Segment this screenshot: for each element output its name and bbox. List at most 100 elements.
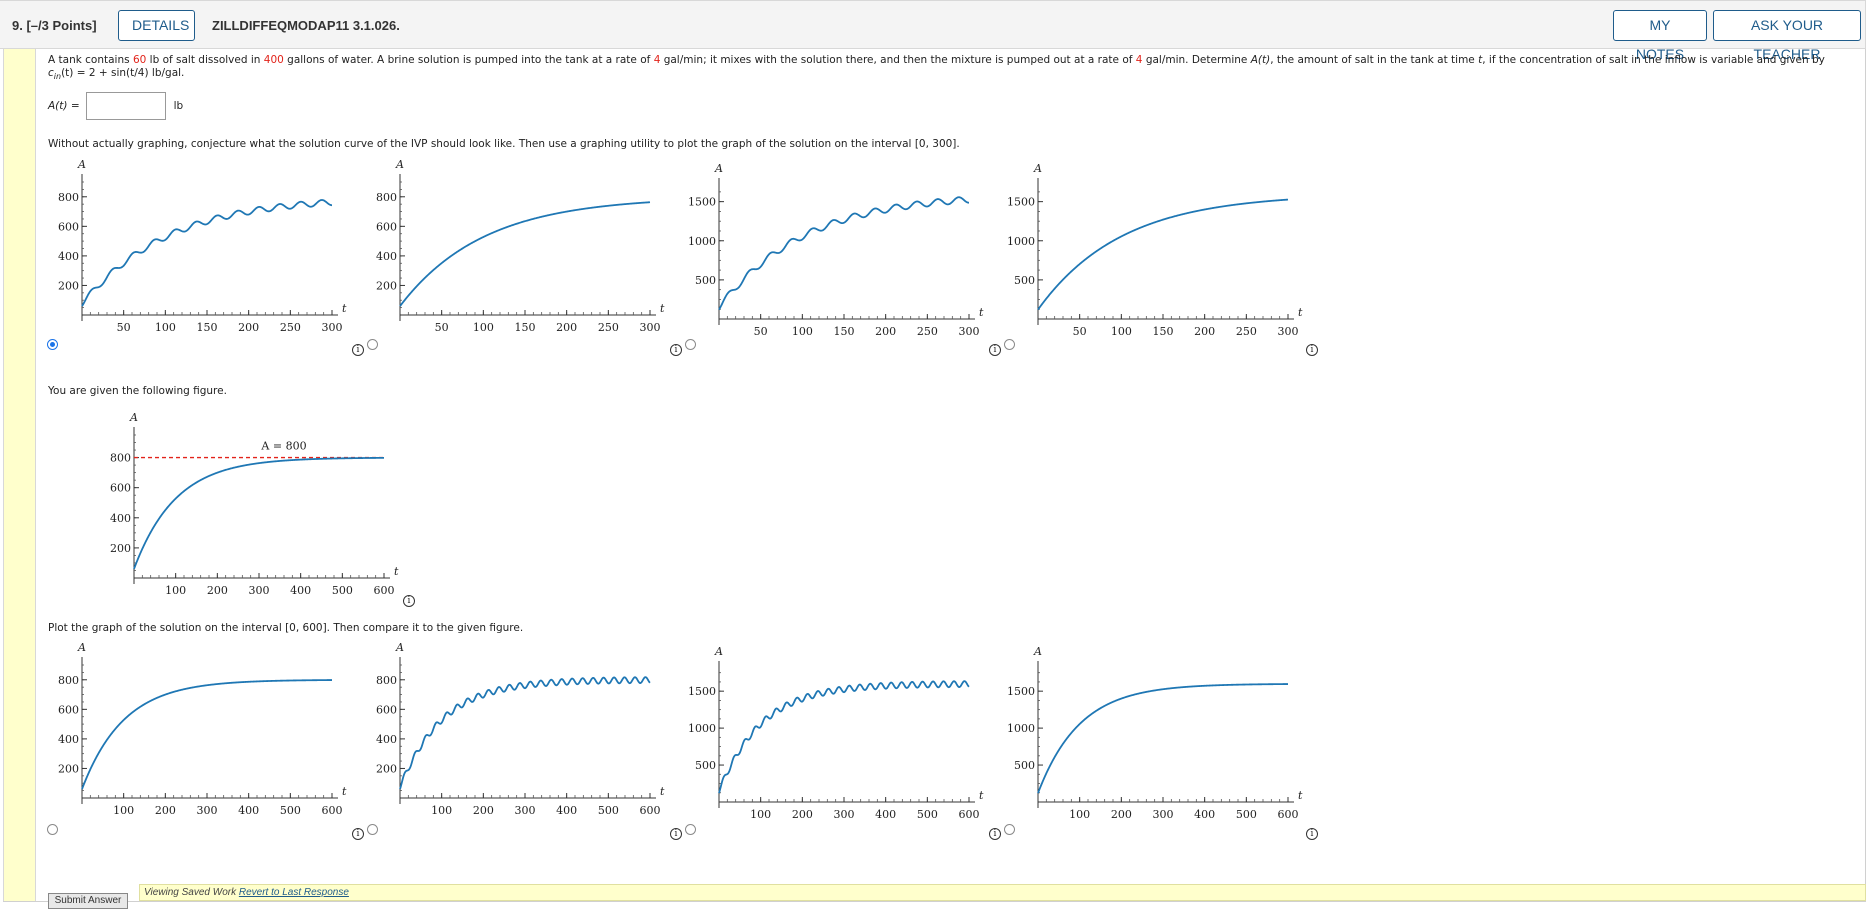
svg-text:A: A — [714, 647, 723, 658]
radio-option-2b[interactable] — [367, 824, 378, 835]
svg-text:500: 500 — [695, 759, 716, 772]
svg-text:250: 250 — [917, 325, 938, 338]
svg-text:400: 400 — [376, 733, 397, 746]
svg-text:200: 200 — [473, 804, 494, 817]
answer-unit: lb — [173, 100, 184, 112]
svg-text:800: 800 — [376, 191, 397, 204]
radio-option-2a[interactable] — [47, 824, 58, 835]
info-icon[interactable]: i — [1306, 344, 1318, 356]
details-button[interactable]: DETAILS — [118, 10, 195, 41]
svg-text:A: A — [77, 160, 86, 171]
function-symbol: A(t) — [1250, 54, 1271, 66]
answer-input[interactable] — [85, 92, 166, 120]
svg-text:300: 300 — [197, 804, 218, 817]
info-icon[interactable]: i — [989, 344, 1001, 356]
plot-svg: 50 100 150 200 250 300 200 400 600 800 At — [58, 158, 347, 334]
concentration-symbol: c — [48, 67, 54, 79]
svg-text:500: 500 — [1014, 759, 1035, 772]
svg-text:400: 400 — [1194, 808, 1215, 821]
svg-text:1000: 1000 — [688, 235, 716, 248]
svg-text:t: t — [1298, 789, 1303, 802]
answer-row: A(t) = lb — [48, 92, 183, 120]
svg-text:300: 300 — [1278, 325, 1299, 338]
radio-option-1b[interactable] — [367, 339, 378, 350]
svg-text:400: 400 — [110, 512, 131, 525]
svg-text:1000: 1000 — [688, 722, 716, 735]
time-variable: t — [1478, 54, 1483, 66]
svg-text:200: 200 — [110, 542, 131, 555]
radio-option-2c[interactable] — [685, 824, 696, 835]
svg-text:300: 300 — [959, 325, 980, 338]
svg-text:250: 250 — [1236, 325, 1257, 338]
svg-text:150: 150 — [515, 321, 536, 334]
radio-option-1d[interactable] — [1004, 339, 1015, 350]
svg-text:800: 800 — [376, 674, 397, 687]
svg-text:200: 200 — [376, 279, 397, 292]
svg-text:50: 50 — [754, 325, 768, 338]
info-icon[interactable]: i — [989, 828, 1001, 840]
svg-text:150: 150 — [197, 321, 218, 334]
svg-text:300: 300 — [834, 808, 855, 821]
svg-text:500: 500 — [917, 808, 938, 821]
svg-text:200: 200 — [875, 325, 896, 338]
svg-text:A: A — [714, 164, 723, 175]
radio-option-2d[interactable] — [1004, 824, 1015, 835]
section3-prompt: Plot the graph of the solution on the in… — [48, 622, 524, 634]
svg-text:t: t — [394, 565, 399, 578]
svg-text:200: 200 — [58, 279, 79, 292]
svg-text:500: 500 — [280, 804, 301, 817]
svg-text:500: 500 — [1236, 808, 1257, 821]
submit-answer-button[interactable]: Submit Answer — [48, 893, 128, 909]
info-icon[interactable]: i — [1306, 828, 1318, 840]
concentration-subscript: in — [53, 72, 62, 82]
svg-text:200: 200 — [207, 584, 228, 597]
my-notes-button[interactable]: MY NOTES — [1613, 10, 1707, 62]
svg-text:200: 200 — [376, 762, 397, 775]
plot-svg: 100 200 300 400 500 600 500 1000 1500 At — [1007, 645, 1303, 821]
svg-text:A: A — [1033, 164, 1042, 175]
question-left-highlight-bar — [3, 49, 36, 901]
info-icon[interactable]: i — [670, 344, 682, 356]
svg-text:100: 100 — [473, 321, 494, 334]
info-icon[interactable]: i — [352, 344, 364, 356]
problem-text: , if the concentration of salt in the in… — [1482, 54, 1825, 66]
info-icon[interactable]: i — [352, 828, 364, 840]
svg-text:250: 250 — [598, 321, 619, 334]
svg-text:100: 100 — [750, 808, 771, 821]
svg-text:t: t — [342, 785, 347, 798]
problem-statement: A tank contains 60 lb of salt dissolved … — [48, 54, 1860, 83]
radio-option-1c[interactable] — [685, 339, 696, 350]
problem-text: gal/min; it mixes with the solution ther… — [660, 54, 1136, 66]
svg-text:500: 500 — [1014, 274, 1035, 287]
svg-text:t: t — [660, 785, 665, 798]
svg-text:400: 400 — [58, 250, 79, 263]
ask-your-teacher-button[interactable]: ASK YOUR TEACHER — [1713, 10, 1861, 62]
plot-svg: 100 200 300 400 500 600 200 400 600 800 At A = 800 — [110, 411, 399, 597]
section1-prompt: Without actually graphing, conjecture wh… — [48, 138, 960, 150]
svg-text:300: 300 — [1153, 808, 1174, 821]
svg-text:100: 100 — [792, 325, 813, 338]
svg-text:100: 100 — [1111, 325, 1132, 338]
svg-text:150: 150 — [834, 325, 855, 338]
svg-text:100: 100 — [431, 804, 452, 817]
svg-text:600: 600 — [1278, 808, 1299, 821]
question-code: ZILLDIFFEQMODAP11 3.1.026. — [212, 18, 400, 33]
svg-text:400: 400 — [290, 584, 311, 597]
svg-text:600: 600 — [376, 220, 397, 233]
answer-label: A(t) = — [48, 100, 80, 112]
svg-text:600: 600 — [376, 703, 397, 716]
svg-text:300: 300 — [640, 321, 661, 334]
svg-text:200: 200 — [155, 804, 176, 817]
info-icon[interactable]: i — [403, 595, 415, 607]
svg-text:500: 500 — [332, 584, 353, 597]
svg-text:400: 400 — [376, 250, 397, 263]
plot-svg: 50 100 150 200 250 300 200 400 600 800 At — [376, 158, 665, 334]
svg-text:1500: 1500 — [688, 685, 716, 698]
info-icon[interactable]: i — [670, 828, 682, 840]
radio-option-1a[interactable] — [47, 339, 58, 350]
revert-link[interactable]: Revert to Last Response — [238, 887, 349, 898]
